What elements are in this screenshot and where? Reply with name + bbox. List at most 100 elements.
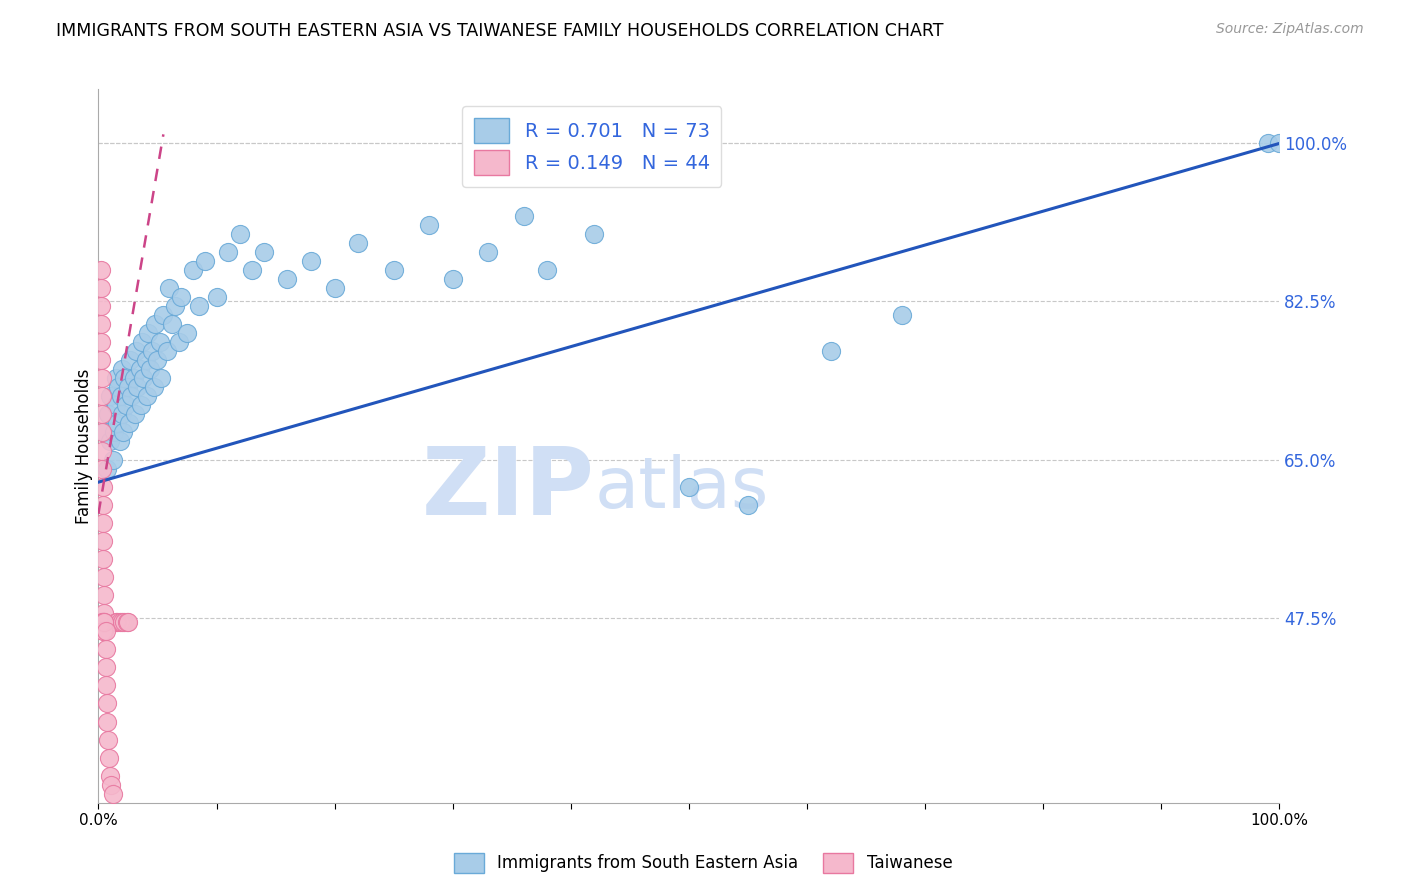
Point	[143, 317, 166, 331]
Point	[100, 778, 122, 792]
Point	[97, 408, 120, 422]
Point	[108, 615, 131, 629]
Point	[91, 624, 114, 639]
Point	[323, 281, 346, 295]
Point	[91, 533, 114, 548]
Point	[217, 244, 239, 259]
Point	[382, 263, 405, 277]
Point	[118, 417, 141, 431]
Point	[131, 335, 153, 350]
Point	[98, 434, 121, 449]
Text: atlas: atlas	[595, 454, 769, 524]
Point	[160, 317, 183, 331]
Point	[90, 263, 112, 277]
Point	[112, 371, 135, 385]
Point	[418, 218, 440, 232]
Point	[93, 588, 115, 602]
Point	[91, 615, 114, 629]
Point	[101, 452, 124, 467]
Point	[93, 606, 115, 620]
Point	[149, 335, 172, 350]
Point	[91, 552, 114, 566]
Point	[176, 326, 198, 340]
Point	[170, 290, 193, 304]
Point	[93, 624, 115, 639]
Point	[91, 425, 114, 440]
Point	[114, 398, 136, 412]
Point	[96, 697, 118, 711]
Point	[93, 615, 115, 629]
Point	[98, 769, 121, 783]
Point	[112, 425, 135, 440]
Point	[105, 398, 128, 412]
Point	[678, 480, 700, 494]
Point	[142, 380, 165, 394]
Point	[105, 615, 128, 629]
Point	[127, 380, 149, 394]
Point	[150, 371, 173, 385]
Point	[90, 335, 112, 350]
Point	[135, 389, 157, 403]
Point	[128, 362, 150, 376]
Point	[115, 615, 138, 629]
Point	[820, 344, 842, 359]
Point	[240, 263, 263, 277]
Point	[105, 371, 128, 385]
Text: ZIP: ZIP	[422, 442, 595, 535]
Point	[165, 299, 187, 313]
Point	[141, 344, 163, 359]
Point	[96, 461, 118, 475]
Point	[110, 389, 132, 403]
Point	[121, 389, 143, 403]
Point	[101, 787, 124, 801]
Point	[94, 642, 117, 657]
Point	[536, 263, 558, 277]
Point	[167, 335, 190, 350]
Y-axis label: Family Households: Family Households	[75, 368, 93, 524]
Point	[122, 371, 145, 385]
Legend: R = 0.701   N = 73, R = 0.149   N = 44: R = 0.701 N = 73, R = 0.149 N = 44	[463, 106, 721, 187]
Point	[91, 615, 114, 629]
Point	[112, 615, 135, 629]
Point	[94, 624, 117, 639]
Point	[347, 235, 370, 250]
Point	[97, 732, 120, 747]
Point	[124, 408, 146, 422]
Point	[205, 290, 228, 304]
Point	[105, 417, 128, 431]
Point	[111, 408, 134, 422]
Point	[91, 516, 114, 530]
Point	[194, 253, 217, 268]
Point	[108, 434, 131, 449]
Point	[156, 344, 179, 359]
Point	[139, 362, 162, 376]
Point	[146, 353, 169, 368]
Point	[105, 615, 128, 629]
Point	[120, 353, 142, 368]
Point	[103, 425, 125, 440]
Point	[512, 209, 534, 223]
Point	[91, 371, 114, 385]
Point	[91, 389, 114, 403]
Point	[157, 281, 180, 295]
Point	[93, 425, 115, 440]
Point	[96, 714, 118, 729]
Point	[299, 253, 322, 268]
Point	[1257, 136, 1279, 151]
Point	[229, 227, 252, 241]
Point	[117, 615, 139, 629]
Point	[253, 244, 276, 259]
Text: Source: ZipAtlas.com: Source: ZipAtlas.com	[1216, 22, 1364, 37]
Point	[129, 398, 152, 412]
Point	[181, 263, 204, 277]
Point	[152, 308, 174, 322]
Point	[91, 461, 114, 475]
Point	[441, 272, 464, 286]
Point	[93, 615, 115, 629]
Point	[111, 615, 134, 629]
Point	[117, 380, 139, 394]
Point	[91, 443, 114, 458]
Point	[90, 317, 112, 331]
Point	[91, 480, 114, 494]
Point	[90, 353, 112, 368]
